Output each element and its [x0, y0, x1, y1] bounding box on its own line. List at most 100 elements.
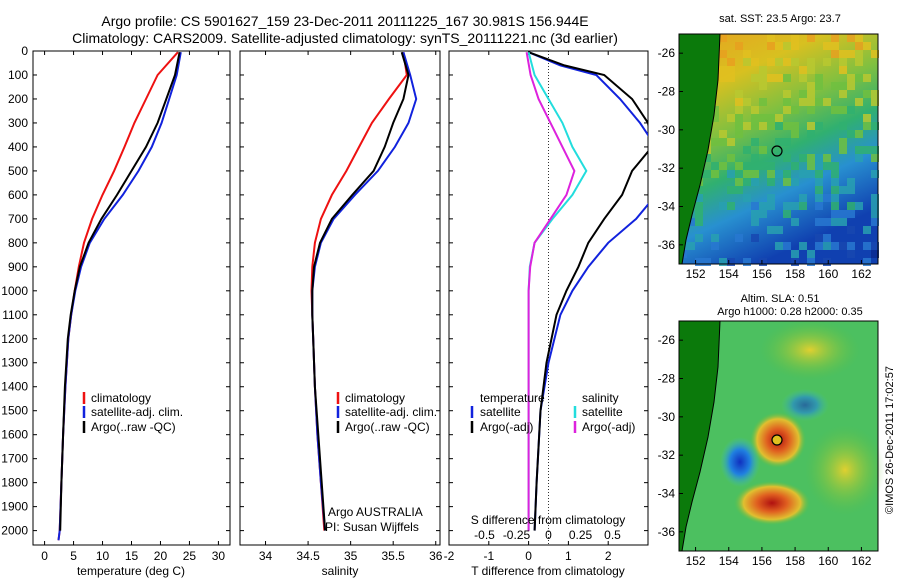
sst-cell [839, 210, 847, 218]
sst-cell [751, 122, 759, 130]
sst-cell [727, 58, 735, 66]
sst-cell [791, 122, 799, 130]
y-tick-label: 1800 [1, 476, 28, 490]
sst-cell [727, 202, 735, 210]
sst-cell [847, 34, 855, 42]
sst-cell [775, 74, 783, 82]
sst-cell [759, 162, 767, 170]
sst-cell [695, 218, 703, 226]
sst-cell [783, 58, 791, 66]
sst-cell [767, 34, 775, 42]
sla-low-north [781, 389, 829, 421]
map-x-tick-label: 156 [752, 267, 772, 281]
sst-map-frame [678, 33, 879, 265]
map-y-tick-label: -36 [658, 238, 676, 252]
sst-cell [807, 82, 815, 90]
sst-cell [831, 170, 839, 178]
y-tick-label: 400 [8, 140, 28, 154]
sst-cell [847, 130, 855, 138]
australia-land [679, 34, 720, 264]
sst-cell [711, 170, 719, 178]
figure-title-line2: Climatology: CARS2009. Satellite-adjuste… [72, 30, 618, 46]
float-position-marker [771, 145, 783, 157]
sst-cell [767, 202, 775, 210]
sst-cell [847, 186, 855, 194]
sst-cell [775, 242, 783, 250]
sst-cell [775, 138, 783, 146]
map-y-tick-label: -34 [658, 487, 676, 501]
y-tick-label: 200 [8, 92, 28, 106]
temperature-xlabel: temperature (deg C) [77, 564, 185, 578]
legend-label-satellite: satellite-adj. clim. [345, 405, 437, 419]
sst-cell [743, 146, 751, 154]
sst-cell [783, 98, 791, 106]
map-x-tick-label: 162 [851, 267, 871, 281]
temperature-x-axis: 0 5 10 15 20 25 30 [41, 51, 225, 563]
sst-cell [719, 66, 727, 74]
y-tick-label: 1600 [1, 428, 28, 442]
sst-cell [839, 82, 847, 90]
sst-cell [783, 42, 791, 50]
sst-cell [735, 106, 743, 114]
sst-cell [703, 170, 711, 178]
sst-cell [751, 114, 759, 122]
sst-cell [783, 210, 791, 218]
credit-label: Argo AUSTRALIA [328, 505, 423, 519]
x-tick-label: 35.5 [382, 549, 406, 563]
legend-label-climatology: climatology [91, 391, 151, 405]
sst-cell [831, 106, 839, 114]
sst-cell [751, 234, 759, 242]
sla-map-title-line1: Altim. SLA: 0.51 [741, 293, 820, 305]
y-tick-label: 1100 [2, 308, 28, 322]
sst-cell [839, 106, 847, 114]
sst-cell [767, 178, 775, 186]
sst-cell [759, 98, 767, 106]
sst-cell [815, 194, 823, 202]
sst-cell [751, 210, 759, 218]
sst-cell [759, 74, 767, 82]
sst-cell [759, 210, 767, 218]
sst-cell [815, 162, 823, 170]
sst-cell [871, 90, 879, 98]
x-tick-label: 20 [154, 549, 168, 563]
y-tick-label: 2000 [1, 524, 28, 538]
map-x-tick-label: 152 [686, 267, 706, 281]
sst-cell [863, 42, 871, 50]
map-y-tick-label: -34 [658, 200, 676, 214]
sst-cell [823, 218, 831, 226]
sst-cell [839, 58, 847, 66]
sst-cell [863, 74, 871, 82]
sst-cell [759, 66, 767, 74]
sst-cell [743, 50, 751, 58]
sst-cell [831, 162, 839, 170]
sla-map-frame [678, 320, 879, 552]
map-x-tick-label: 162 [851, 554, 871, 568]
sst-cell [767, 162, 775, 170]
sst-map-axes: 152 154 156 158 160 162 -26 -28 -30 -32 -34 -36 [658, 46, 872, 281]
x-tick-label: 34 [259, 549, 273, 563]
sst-cell [791, 130, 799, 138]
sst-cell [799, 242, 807, 250]
sst-cell [807, 98, 815, 106]
sst-cell [783, 154, 791, 162]
sst-cell [807, 66, 815, 74]
sst-cell [863, 226, 871, 234]
sst-cell [727, 258, 735, 266]
legend-header-temperature: temperature [480, 391, 545, 405]
map-y-tick-label: -26 [658, 333, 676, 347]
x-tick-label: 36 [429, 549, 443, 563]
sst-cell [847, 82, 855, 90]
y-tick-label: 1900 [1, 500, 28, 514]
sst-cell [727, 66, 735, 74]
sst-cell [863, 90, 871, 98]
sst-map-panel: sat. SST: 23.5 Argo: 23.7 152 154 156 158 16… [658, 13, 879, 281]
sst-cell [711, 242, 719, 250]
series-argo-raw-qc- [59, 52, 181, 531]
legend-label-argo: Argo(..raw -QC) [91, 420, 176, 434]
difference-y-ticks [449, 50, 648, 532]
sst-cell [759, 146, 767, 154]
sst-cell [839, 146, 847, 154]
sst-cell [751, 178, 759, 186]
sst-cell [815, 98, 823, 106]
sst-cell [815, 202, 823, 210]
